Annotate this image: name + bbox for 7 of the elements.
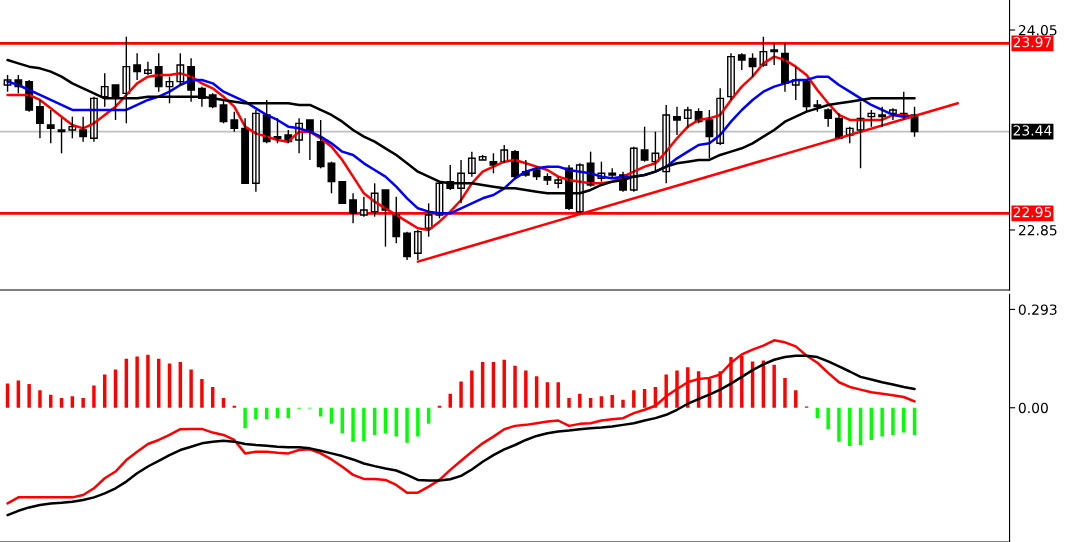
y-tick-label: 22.85 xyxy=(1018,224,1057,236)
y-tick-label: 24.05 xyxy=(1018,24,1057,36)
ref-line-label: 23.97 xyxy=(1013,36,1052,48)
y-tick-label: 0.293 xyxy=(1018,304,1057,315)
ref-line-label: 22.95 xyxy=(1013,206,1052,218)
y-tick-label: 0.00 xyxy=(1018,402,1048,414)
ref-line-label: 23.44 xyxy=(1013,125,1052,136)
